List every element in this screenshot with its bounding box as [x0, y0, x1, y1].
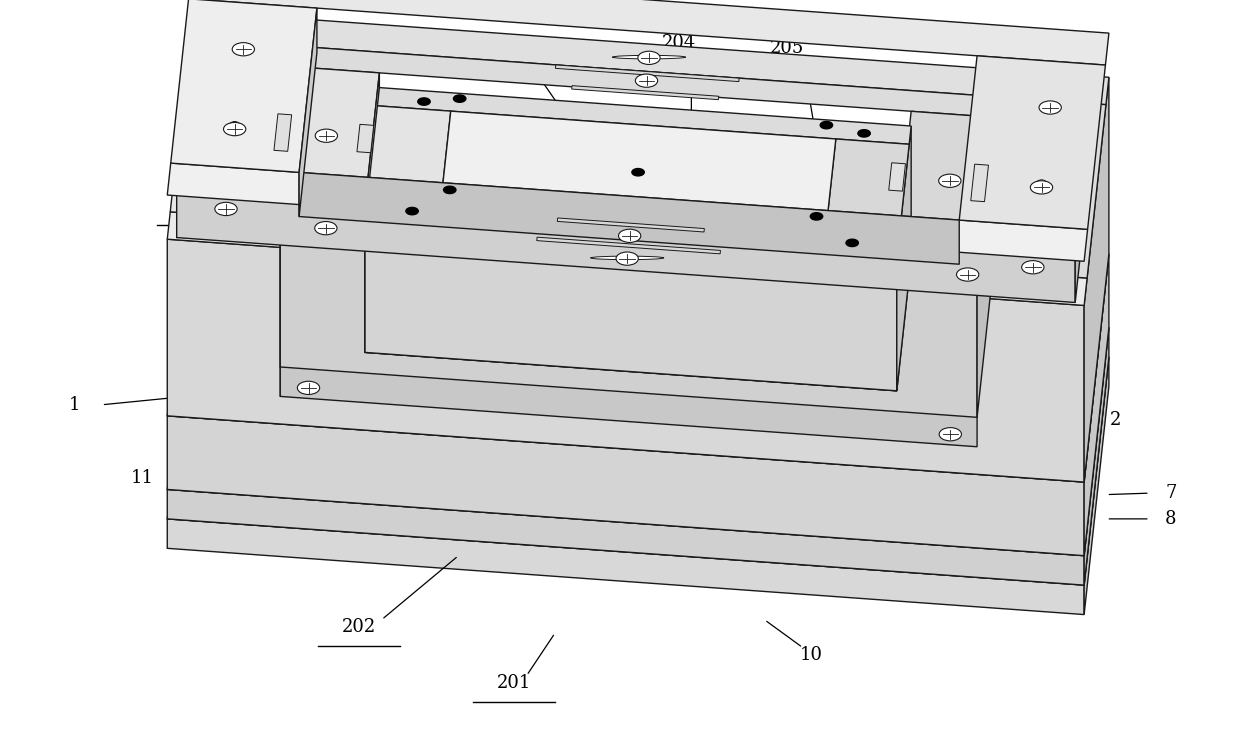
Polygon shape	[282, 67, 379, 205]
Polygon shape	[978, 96, 1106, 278]
Polygon shape	[558, 218, 704, 232]
Text: 203: 203	[478, 37, 513, 54]
Circle shape	[1022, 261, 1044, 274]
Polygon shape	[167, 416, 1084, 556]
Polygon shape	[378, 88, 911, 144]
Polygon shape	[167, 261, 1109, 556]
Polygon shape	[366, 73, 379, 353]
Polygon shape	[1084, 254, 1109, 556]
Ellipse shape	[228, 121, 242, 135]
Polygon shape	[825, 139, 909, 240]
Text: 401: 401	[869, 234, 903, 252]
Circle shape	[846, 239, 859, 247]
Polygon shape	[897, 111, 994, 250]
Ellipse shape	[591, 256, 664, 260]
Polygon shape	[167, 291, 1109, 585]
Polygon shape	[167, 519, 1084, 615]
Text: 10: 10	[800, 646, 823, 664]
Polygon shape	[171, 0, 317, 172]
Circle shape	[810, 213, 823, 220]
Circle shape	[857, 130, 870, 137]
Polygon shape	[299, 8, 317, 216]
Polygon shape	[1075, 35, 1099, 302]
Polygon shape	[274, 114, 291, 152]
Circle shape	[297, 381, 320, 394]
Circle shape	[453, 95, 466, 102]
Circle shape	[636, 74, 658, 88]
Ellipse shape	[612, 55, 685, 59]
Circle shape	[418, 98, 430, 105]
Text: 301: 301	[181, 197, 216, 215]
Circle shape	[939, 174, 961, 188]
Polygon shape	[297, 46, 996, 117]
Polygon shape	[1084, 357, 1109, 615]
Text: 302: 302	[336, 201, 370, 219]
Text: 7: 7	[1165, 484, 1177, 502]
Circle shape	[444, 186, 456, 194]
Polygon shape	[1084, 77, 1109, 482]
Circle shape	[618, 229, 641, 242]
Polygon shape	[167, 212, 1087, 305]
Polygon shape	[280, 220, 978, 447]
Polygon shape	[280, 46, 299, 397]
Text: 202: 202	[342, 618, 377, 636]
Polygon shape	[366, 202, 898, 258]
Polygon shape	[978, 96, 996, 417]
Polygon shape	[167, 239, 1084, 482]
Polygon shape	[170, 38, 299, 220]
Polygon shape	[366, 220, 897, 391]
Text: 402: 402	[955, 234, 990, 252]
Text: 8: 8	[1165, 510, 1177, 528]
Circle shape	[232, 43, 254, 56]
Circle shape	[616, 252, 638, 265]
Polygon shape	[888, 163, 906, 191]
Circle shape	[406, 208, 419, 215]
Polygon shape	[897, 126, 911, 391]
Polygon shape	[357, 124, 374, 153]
Circle shape	[223, 122, 245, 135]
Text: 204: 204	[662, 34, 696, 52]
Polygon shape	[190, 11, 1109, 105]
Polygon shape	[555, 65, 740, 82]
Polygon shape	[177, 194, 1075, 302]
Polygon shape	[571, 85, 719, 99]
Polygon shape	[971, 164, 989, 202]
Text: 1: 1	[68, 396, 81, 414]
Circle shape	[957, 268, 979, 281]
Circle shape	[632, 169, 644, 176]
Text: 5: 5	[1010, 440, 1022, 458]
Text: 2: 2	[1109, 411, 1121, 428]
Circle shape	[638, 52, 660, 65]
Polygon shape	[440, 111, 836, 235]
Text: 11: 11	[131, 470, 154, 487]
Polygon shape	[280, 220, 978, 417]
Circle shape	[214, 202, 237, 216]
Text: 201: 201	[497, 674, 532, 692]
Circle shape	[315, 222, 337, 235]
Polygon shape	[959, 56, 1105, 230]
Polygon shape	[167, 188, 1109, 482]
Circle shape	[820, 121, 833, 129]
Circle shape	[315, 129, 337, 142]
Polygon shape	[366, 205, 897, 391]
Polygon shape	[188, 0, 1109, 65]
Polygon shape	[367, 106, 451, 207]
Polygon shape	[1084, 328, 1109, 585]
Polygon shape	[280, 199, 979, 270]
Polygon shape	[167, 489, 1084, 585]
Circle shape	[1031, 181, 1053, 194]
Text: 205: 205	[769, 39, 804, 57]
Polygon shape	[536, 237, 720, 254]
Polygon shape	[299, 172, 959, 264]
Polygon shape	[167, 163, 1088, 261]
Ellipse shape	[1035, 180, 1048, 194]
Circle shape	[1040, 101, 1062, 114]
Polygon shape	[366, 220, 911, 391]
Circle shape	[939, 428, 961, 441]
